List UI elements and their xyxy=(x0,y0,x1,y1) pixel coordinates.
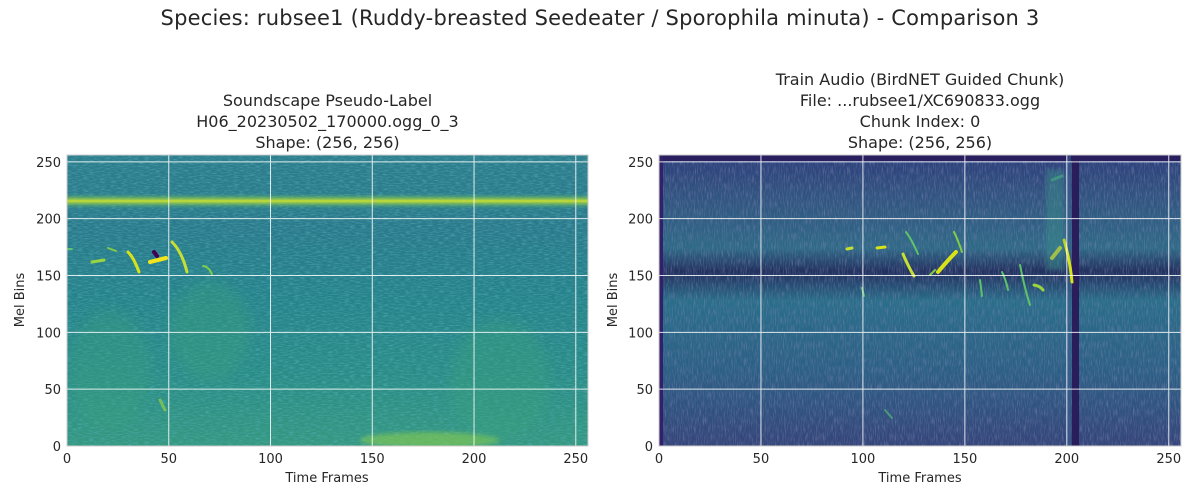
panel2-ytick-label: 150 xyxy=(628,269,653,284)
panel2-frame xyxy=(658,154,1182,447)
panel2-xtick-label: 250 xyxy=(1156,452,1181,467)
panel2-xtick-label: 150 xyxy=(952,452,977,467)
panel2-axes: 0 50 100 150 200 250 0 50 100 150 200 250 Time Fram… xyxy=(606,154,1182,486)
panel2-xlabel: Time Frames xyxy=(877,471,961,486)
panel2-ytick-label: 200 xyxy=(628,213,653,228)
panel2-title-line4: Shape: (256, 256) xyxy=(847,133,993,152)
panel1-title-line1: Soundscape Pseudo-Label xyxy=(222,91,433,110)
panel1-ytick-label: 50 xyxy=(44,383,61,398)
panel2-xtick-label: 100 xyxy=(850,452,875,467)
panel1-ylabel: Mel Bins xyxy=(13,273,28,328)
panel2-title-line1: Train Audio (BirdNET Guided Chunk) xyxy=(775,70,1065,89)
panel1-ytick-label: 0 xyxy=(53,440,61,455)
panel1-ytick-label: 150 xyxy=(36,269,61,284)
panel1-title: Soundscape Pseudo-Label H06_20230502_170… xyxy=(67,90,588,153)
panel2-ticks: 0 50 100 150 200 250 0 50 100 150 200 250 xyxy=(628,156,1181,467)
panel2-ytick-label: 0 xyxy=(645,440,653,455)
figure-suptitle: Species: rubsee1 (Ruddy-breasted Seedeat… xyxy=(160,6,1040,30)
panel2-spectrogram xyxy=(659,155,1181,446)
panel2-ytick-label: 100 xyxy=(628,326,653,341)
panel2-title-line3: Chunk Index: 0 xyxy=(859,112,981,131)
panel2-ylabel: Mel Bins xyxy=(606,273,621,328)
panel1-frame xyxy=(66,154,589,447)
panel1-title-line2: H06_20230502_170000.ogg_0_3 xyxy=(196,112,459,131)
panel1-ytick-label: 100 xyxy=(36,326,61,341)
panel1-xtick-label: 0 xyxy=(63,452,71,467)
panel1-title-line3: Shape: (256, 256) xyxy=(255,133,400,152)
panel2-ytick-label: 50 xyxy=(636,383,653,398)
panel1-xtick-label: 100 xyxy=(258,452,283,467)
panel1-xtick-label: 150 xyxy=(360,452,385,467)
panel1-spectrogram xyxy=(67,155,588,446)
panel2-xtick-label: 0 xyxy=(655,452,663,467)
panel1-ytick-label: 250 xyxy=(36,156,61,171)
panel1-xtick-label: 50 xyxy=(160,452,177,467)
panel2-xtick-label: 50 xyxy=(753,452,770,467)
panel1-ytick-label: 200 xyxy=(36,213,61,228)
panel1-xlabel: Time Frames xyxy=(284,471,368,486)
panel1-xtick-label: 200 xyxy=(462,452,487,467)
panel2-title-line2: File: ...rubsee1/XC690833.ogg xyxy=(799,91,1041,110)
panel1-xtick-label: 250 xyxy=(563,452,588,467)
panel1-axes: 0 50 100 150 200 250 0 50 100 150 200 250 Time Fram… xyxy=(13,154,589,486)
panel2-title: Train Audio (BirdNET Guided Chunk) File:… xyxy=(659,69,1181,153)
panel2-xtick-label: 200 xyxy=(1054,452,1079,467)
panel2-ytick-label: 250 xyxy=(628,156,653,171)
panel1-ticks: 0 50 100 150 200 250 0 50 100 150 200 250 xyxy=(36,156,588,467)
